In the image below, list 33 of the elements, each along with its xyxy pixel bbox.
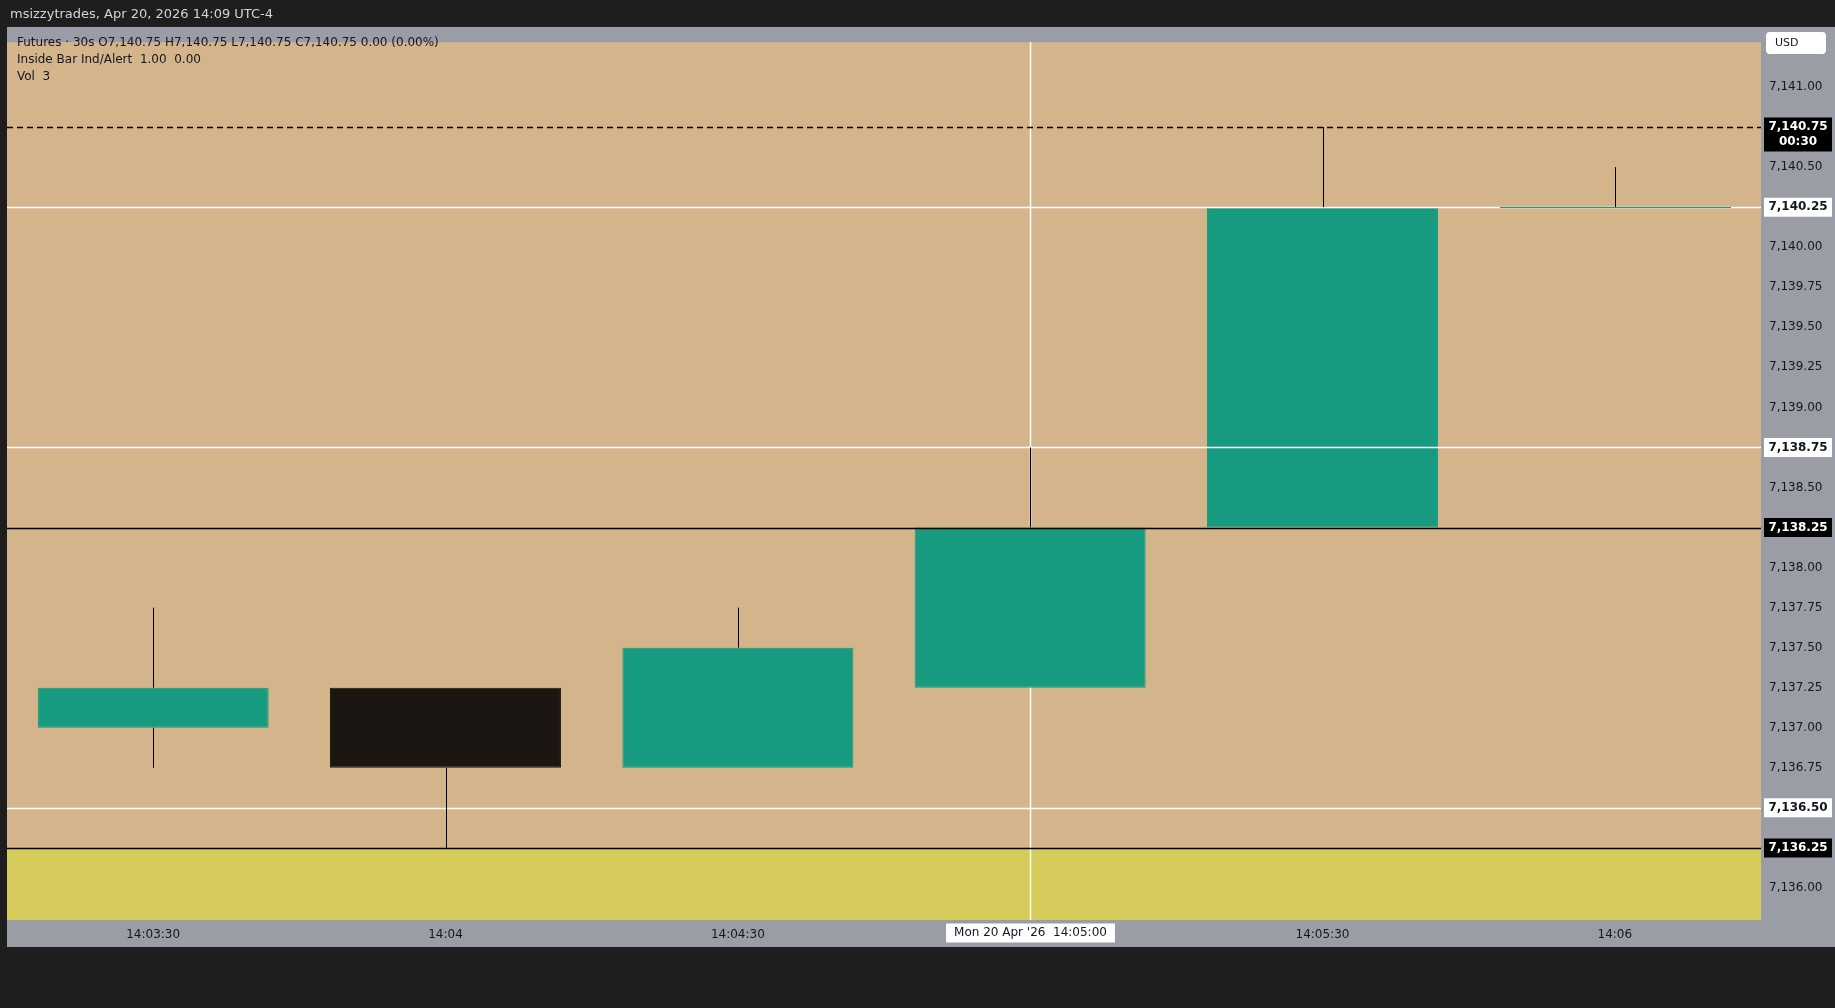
y-tick-label: 7,138.00: [1769, 559, 1823, 574]
y-tick-label: 7,137.25: [1769, 679, 1823, 694]
ref-line-label: 7,136.25: [1768, 840, 1828, 855]
ref-line-label: 7,140.25: [1768, 199, 1828, 214]
y-tick-label: 7,137.50: [1769, 639, 1823, 654]
ref-line-label: 7,138.75: [1768, 439, 1828, 454]
y-tick-label: 7,139.25: [1769, 359, 1823, 374]
y-tick-label: 7,137.00: [1769, 719, 1823, 734]
x-tick-label: 14:04: [428, 927, 463, 942]
y-tick-label: 7,136.00: [1769, 880, 1823, 895]
x-tick-label: 14:03:30: [126, 927, 181, 942]
y-tick-label: 7,137.75: [1769, 599, 1823, 614]
y-tick-label: 7,140.00: [1769, 239, 1823, 254]
annotation: Inside Bar Ind/Alert 1.00 0.00: [17, 51, 202, 68]
y-tick-label: 7,139.00: [1769, 399, 1823, 414]
chart-subtitle: msizzytrades, Apr 20, 2026 14:09 UTC-4: [10, 6, 274, 21]
y-tick-label: 7,140.50: [1769, 159, 1823, 174]
x-tick-label: 14:06: [1597, 927, 1633, 942]
y-tick-label: 7,139.75: [1769, 279, 1823, 294]
candlestick: [37, 607, 269, 769]
ref-line-label: 7,140.75 00:30: [1768, 119, 1828, 149]
ref-line-label: 7,136.50: [1768, 800, 1828, 814]
y-tick-label: 7,136.75: [1769, 759, 1823, 774]
y-tick-label: 7,139.50: [1769, 319, 1823, 334]
chart-title: Futures · 30s O7,140.75 H7,140.75 L7,140.75 C7,140.75 0.00 (0.00%): [17, 34, 439, 51]
x-tick-label: 14:04:30: [710, 927, 765, 942]
y-tick-label: 7,138.50: [1769, 479, 1823, 494]
y-tick-label: 7,141.00: [1769, 79, 1823, 94]
x-tick-label: Mon 20 Apr '26 14:05:00: [954, 925, 1107, 940]
x-tick-label: 14:05:30: [1295, 927, 1350, 942]
y-axis-title: USD: [1775, 35, 1799, 49]
annotation: Vol 3: [17, 68, 52, 85]
ref-line-label: 7,138.25: [1768, 519, 1828, 534]
